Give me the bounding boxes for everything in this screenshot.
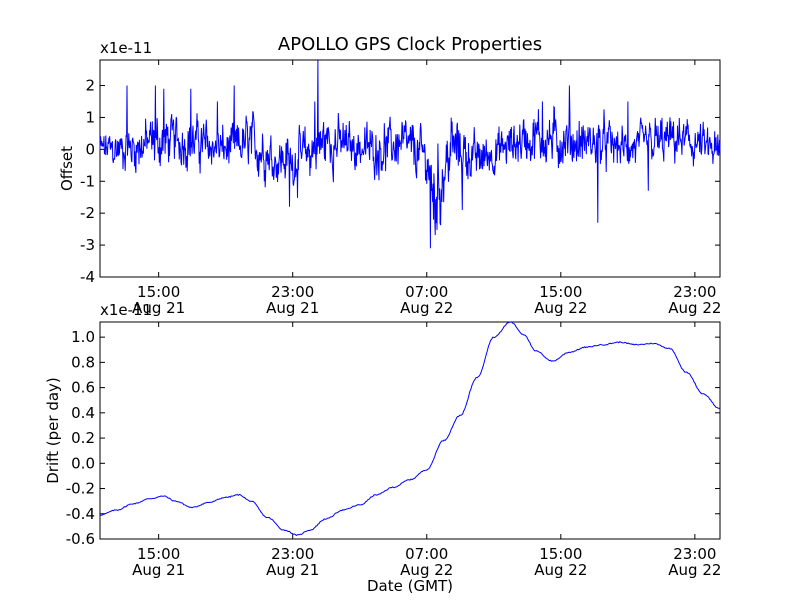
- drift-y-tick-label: -0.4: [66, 505, 95, 523]
- offset-scale-label: x1e-11: [100, 39, 152, 57]
- offset-y-tick-label: -1: [80, 172, 95, 190]
- offset-y-tick-label: 1: [85, 108, 95, 126]
- offset-y-tick-label: -3: [80, 236, 95, 254]
- drift-x-tick-date-label: Aug 22: [534, 561, 587, 579]
- offset-x-tick-date-label: Aug 22: [534, 299, 587, 317]
- offset-y-tick-label: -4: [80, 268, 95, 286]
- drift-y-tick-label: 0.8: [71, 353, 95, 371]
- offset-y-axis-label: Offset: [58, 146, 76, 191]
- drift-x-tick-time-label: 23:00: [673, 545, 716, 563]
- offset-x-tick-time-label: 15:00: [539, 283, 582, 301]
- drift-y-tick-label: 0.4: [71, 404, 95, 422]
- drift-plot-frame: [99, 321, 721, 540]
- drift-y-tick-label: -0.2: [66, 480, 95, 498]
- drift-x-tick-time-label: 23:00: [271, 545, 314, 563]
- offset-x-tick-time-label: 07:00: [405, 283, 448, 301]
- drift-scale-label: x1e-11: [100, 301, 152, 319]
- drift-x-tick-date-label: Aug 22: [400, 561, 453, 579]
- drift-x-tick-time-label: 15:00: [137, 545, 180, 563]
- drift-y-axis-label: Drift (per day): [44, 377, 62, 484]
- offset-x-tick-time-label: 23:00: [673, 283, 716, 301]
- offset-y-tick-label: -2: [80, 204, 95, 222]
- offset-y-tick-label: 0: [85, 140, 95, 158]
- drift-panel: x1e-11 Drift (per day) Date (GMT) -0.6 -0…: [44, 301, 721, 595]
- offset-series-line: [99, 59, 721, 249]
- offset-x-tick-time-label: 23:00: [271, 283, 314, 301]
- drift-y-tick-label: 0.0: [71, 454, 95, 472]
- offset-x-tick-date-label: Aug 21: [266, 299, 319, 317]
- drift-x-tick-date-label: Aug 22: [668, 561, 721, 579]
- drift-y-tick-label: 0.2: [71, 429, 95, 447]
- offset-x-tick-date-label: Aug 21: [132, 299, 185, 317]
- drift-x-tick-date-label: Aug 21: [266, 561, 319, 579]
- chart-title: APOLLO GPS Clock Properties: [278, 34, 542, 55]
- drift-y-tick-label: -0.6: [66, 530, 95, 548]
- drift-x-tick-date-label: Aug 21: [132, 561, 185, 579]
- offset-y-tick-label: 2: [85, 77, 95, 95]
- drift-x-axis-label: Date (GMT): [367, 577, 453, 595]
- drift-y-tick-label: 1.0: [71, 328, 95, 346]
- drift-x-tick-time-label: 15:00: [539, 545, 582, 563]
- offset-plot-frame: [99, 59, 721, 278]
- drift-series-line: [100, 321, 721, 537]
- offset-x-tick-date-label: Aug 22: [400, 299, 453, 317]
- drift-y-tick-label: 0.6: [71, 379, 95, 397]
- offset-x-tick-date-label: Aug 22: [668, 299, 721, 317]
- offset-x-tick-time-label: 15:00: [137, 283, 180, 301]
- drift-x-tick-time-label: 07:00: [405, 545, 448, 563]
